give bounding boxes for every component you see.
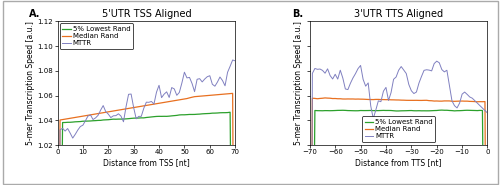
Y-axis label: 5-mer Transcription Speed [a.u.]: 5-mer Transcription Speed [a.u.] bbox=[294, 21, 303, 145]
5% Lowest Rand bbox=[312, 109, 318, 112]
Median Rand bbox=[477, 100, 483, 103]
Median Rand bbox=[106, 111, 112, 113]
5% Lowest Rand bbox=[414, 110, 420, 112]
Median Rand bbox=[60, 118, 66, 121]
Line: MTTR: MTTR bbox=[58, 60, 235, 185]
Text: A.: A. bbox=[29, 9, 40, 19]
MTTR bbox=[477, 105, 483, 107]
MTTR bbox=[393, 76, 399, 78]
MTTR bbox=[358, 64, 364, 67]
5% Lowest Rand bbox=[477, 109, 483, 112]
Median Rand bbox=[141, 105, 147, 107]
Median Rand bbox=[322, 97, 328, 99]
Line: 5% Lowest Rand: 5% Lowest Rand bbox=[58, 112, 235, 185]
Line: MTTR: MTTR bbox=[310, 61, 488, 185]
Title: 3'UTR TTS Aligned: 3'UTR TTS Aligned bbox=[354, 9, 443, 19]
Line: Median Rand: Median Rand bbox=[58, 93, 235, 185]
X-axis label: Distance from TSS [nt]: Distance from TSS [nt] bbox=[103, 158, 190, 167]
5% Lowest Rand bbox=[227, 111, 233, 113]
MTTR bbox=[161, 93, 167, 95]
5% Lowest Rand bbox=[189, 113, 195, 116]
Median Rand bbox=[189, 96, 195, 98]
Median Rand bbox=[222, 93, 228, 95]
MTTR bbox=[141, 107, 147, 109]
Median Rand bbox=[230, 92, 235, 95]
5% Lowest Rand bbox=[106, 119, 112, 121]
5% Lowest Rand bbox=[60, 121, 66, 124]
Median Rand bbox=[312, 97, 318, 100]
MTTR bbox=[312, 67, 318, 70]
Median Rand bbox=[416, 99, 422, 102]
MTTR bbox=[414, 91, 420, 93]
MTTR bbox=[444, 69, 450, 71]
X-axis label: Distance from TTS [nt]: Distance from TTS [nt] bbox=[356, 158, 442, 167]
Median Rand bbox=[396, 99, 402, 101]
MTTR bbox=[484, 112, 490, 114]
MTTR bbox=[230, 59, 235, 61]
Line: 5% Lowest Rand: 5% Lowest Rand bbox=[310, 110, 488, 185]
Legend: 5% Lowest Rand, Median Rand, MTTR: 5% Lowest Rand, Median Rand, MTTR bbox=[60, 23, 133, 49]
Line: Median Rand: Median Rand bbox=[310, 98, 488, 185]
MTTR bbox=[106, 113, 112, 115]
5% Lowest Rand bbox=[393, 110, 399, 112]
MTTR bbox=[189, 82, 195, 85]
Median Rand bbox=[161, 101, 167, 104]
MTTR bbox=[232, 60, 238, 62]
MTTR bbox=[60, 127, 66, 129]
MTTR bbox=[222, 85, 228, 87]
5% Lowest Rand bbox=[222, 112, 228, 114]
Text: B.: B. bbox=[292, 9, 303, 19]
Y-axis label: 5-mer Transcription Speed [a.u.]: 5-mer Transcription Speed [a.u.] bbox=[26, 21, 35, 145]
5% Lowest Rand bbox=[444, 109, 450, 111]
Median Rand bbox=[444, 100, 450, 102]
MTTR bbox=[434, 60, 440, 62]
Legend: 5% Lowest Rand, Median Rand, MTTR: 5% Lowest Rand, Median Rand, MTTR bbox=[362, 116, 436, 142]
Median Rand bbox=[360, 98, 366, 100]
Title: 5'UTR TSS Aligned: 5'UTR TSS Aligned bbox=[102, 9, 191, 19]
5% Lowest Rand bbox=[141, 117, 147, 119]
5% Lowest Rand bbox=[358, 109, 364, 112]
5% Lowest Rand bbox=[161, 115, 167, 117]
5% Lowest Rand bbox=[439, 109, 445, 111]
